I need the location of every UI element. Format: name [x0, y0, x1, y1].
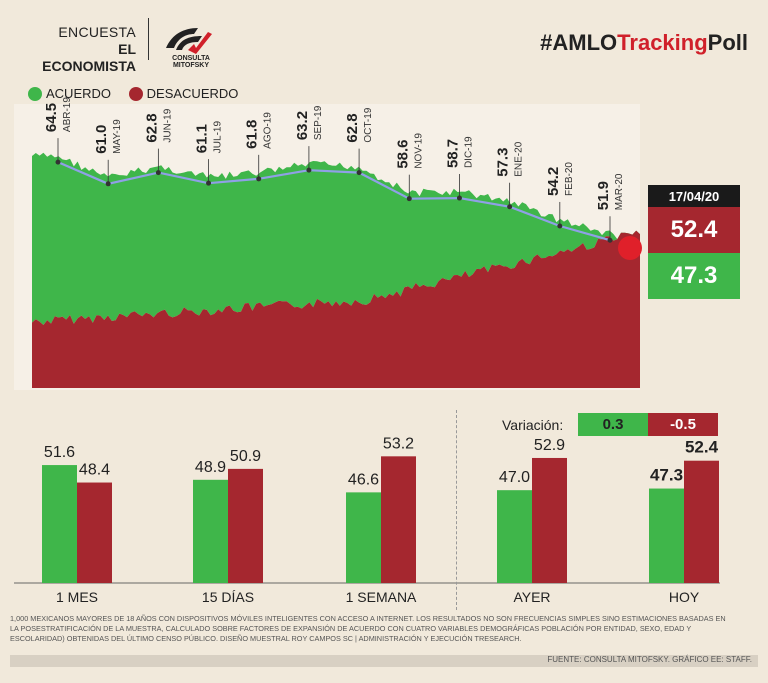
- trend-month-label: FEB-20: [564, 162, 575, 196]
- trend-value-label: 62.8: [344, 113, 361, 142]
- variation-acuerdo: 0.3: [578, 413, 648, 436]
- category-label: 1 MES: [56, 589, 98, 605]
- hashtag-highlight: Tracking: [617, 30, 708, 55]
- trend-point: [256, 176, 262, 182]
- trend-month-label: MAR-20: [614, 173, 625, 210]
- trend-month-label: JUL-19: [213, 121, 224, 154]
- acuerdo-value-label: 46.6: [348, 471, 379, 488]
- category-label: 15 DÍAS: [202, 589, 254, 605]
- trend-point: [557, 223, 563, 229]
- trend-line: [57, 161, 611, 242]
- variation-label: Variación:: [502, 417, 564, 433]
- hashtag-suffix: Poll: [707, 30, 748, 55]
- latest-point-burst: [618, 236, 642, 260]
- desacuerdo-value-label: 52.9: [534, 437, 565, 454]
- desacuerdo-value-label: 50.9: [230, 448, 261, 465]
- mitofsky-logo-icon: [166, 28, 212, 54]
- desacuerdo-area: [32, 230, 640, 388]
- trend-point: [456, 195, 462, 201]
- brand-line1: ENCUESTA: [58, 24, 136, 40]
- trend-month-label: JUN-19: [162, 108, 173, 142]
- category-label: 1 SEMANA: [346, 589, 417, 605]
- brand-line2: EL ECONOMISTA: [42, 41, 136, 74]
- trend-point: [206, 180, 212, 186]
- chart-backdrop: [14, 104, 640, 390]
- desacuerdo-value-label: 53.2: [383, 435, 414, 452]
- trend-value-label: 58.6: [394, 139, 411, 168]
- trend-value-label: 63.2: [294, 111, 311, 140]
- trend-point: [306, 167, 312, 173]
- variation-desacuerdo: -0.5: [648, 413, 718, 436]
- trend-month-label: OCT-19: [363, 107, 374, 142]
- acuerdo-bar: [497, 490, 532, 583]
- trend-month-label: SEP-19: [313, 105, 324, 140]
- category-label: HOY: [669, 589, 700, 605]
- legend-acuerdo-label: ACUERDO: [46, 86, 112, 101]
- desacuerdo-bar: [77, 482, 112, 583]
- trend-point: [55, 159, 61, 165]
- trend-value-label: 51.9: [595, 181, 612, 210]
- acuerdo-bar: [42, 465, 77, 583]
- desacuerdo-bar: [532, 457, 567, 583]
- acuerdo-value-label: 51.6: [44, 444, 75, 461]
- acuerdo-bar: [193, 479, 228, 583]
- acuerdo-bar: [649, 488, 684, 583]
- logo-caption: CONSULTA MITOFSKY: [172, 55, 210, 69]
- legend-dot-red-icon: [128, 86, 143, 101]
- acuerdo-value-label: 47.0: [499, 469, 530, 486]
- trend-month-label: NOV-19: [413, 133, 424, 169]
- trend-month-label: DIC-19: [463, 136, 474, 168]
- chart-legend: ACUERDO DESACUERDO: [28, 86, 252, 104]
- trend-point: [105, 181, 111, 187]
- trend-value-label: 61.1: [194, 124, 211, 153]
- trend-month-label: AGO-19: [263, 112, 274, 149]
- trend-point: [406, 196, 412, 202]
- current-acuerdo-value: 47.3: [648, 253, 740, 299]
- logo-divider: [148, 18, 149, 60]
- category-label: AYER: [513, 589, 550, 605]
- trend-month-label: MAY-19: [112, 119, 123, 154]
- section-divider: [456, 410, 458, 610]
- header: ENCUESTA EL ECONOMISTA CONSULTA MITOFSKY…: [0, 0, 768, 75]
- trend-value-label: 58.7: [444, 139, 461, 168]
- acuerdo-value-label: 47.3: [650, 466, 683, 485]
- current-desacuerdo-value: 52.4: [648, 207, 740, 253]
- methodology-footnote: 1,000 MEXICANOS MAYORES DE 18 AÑOS CON D…: [10, 614, 726, 643]
- trend-value-label: 54.2: [545, 167, 562, 196]
- desacuerdo-bar: [381, 456, 416, 583]
- acuerdo-bar: [346, 492, 381, 583]
- hashtag-prefix: #AMLO: [540, 30, 618, 55]
- legend-desacuerdo-label: DESACUERDO: [146, 86, 239, 101]
- trend-value-label: 61.0: [93, 125, 110, 154]
- source-bar: [10, 655, 758, 667]
- trend-month-label: ENE-20: [514, 141, 525, 176]
- hashtag-title: #AMLOTrackingPoll: [540, 30, 748, 56]
- trend-point: [607, 237, 613, 243]
- desacuerdo-bar: [228, 468, 263, 583]
- trend-point: [507, 204, 513, 210]
- trend-value-label: 64.5: [43, 103, 60, 132]
- acuerdo-value-label: 48.9: [195, 459, 226, 476]
- trend-value-label: 57.3: [495, 148, 512, 177]
- acuerdo-area: [32, 152, 640, 325]
- source-credit: FUENTE: CONSULTA MITOFSKY. GRÁFICO EE: S…: [547, 655, 752, 664]
- trend-value-label: 62.8: [143, 113, 160, 142]
- desacuerdo-value-label: 52.4: [685, 438, 719, 457]
- current-date: 17/04/20: [648, 185, 740, 207]
- trend-point: [155, 170, 161, 176]
- legend-dot-green-icon: [28, 86, 42, 101]
- desacuerdo-value-label: 48.4: [79, 462, 110, 479]
- trend-value-label: 61.8: [244, 120, 261, 149]
- legend-desacuerdo: DESACUERDO: [128, 86, 239, 101]
- desacuerdo-bar: [684, 460, 719, 583]
- trend-point: [356, 170, 362, 176]
- legend-acuerdo: ACUERDO: [28, 86, 111, 101]
- brand-logo-text: ENCUESTA EL ECONOMISTA: [22, 24, 136, 75]
